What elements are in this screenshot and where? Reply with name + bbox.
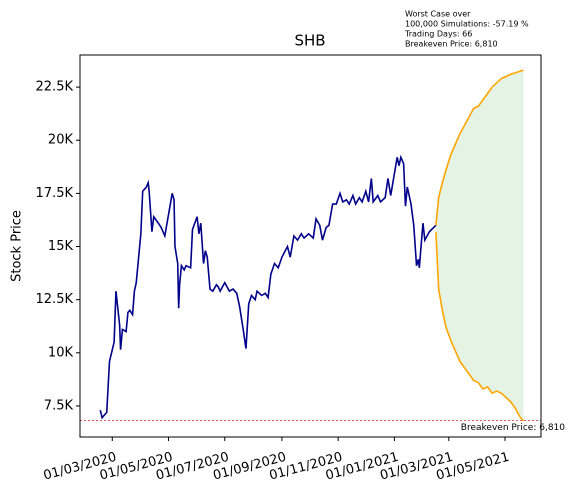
price-line	[435, 231, 525, 422]
price-line	[99, 154, 437, 420]
annotation: Trading Days: 66	[404, 30, 472, 39]
y-tick-label: 22.5K	[36, 80, 74, 95]
chart-title: SHB	[294, 32, 325, 50]
simulation-range	[435, 70, 524, 421]
annotation: Breakeven Price: 6,810	[405, 40, 498, 49]
price-line	[435, 69, 524, 226]
y-axis-label: Stock Price	[10, 210, 25, 282]
y-tick-label: 20K	[48, 133, 74, 148]
y-tick-label: 17.5K	[36, 186, 74, 201]
y-tick-label: 7.5K	[44, 398, 74, 413]
annotation: 100,000 Simulations: -57.19 %	[405, 20, 529, 29]
plot-frame	[79, 54, 542, 438]
y-tick-label: 10K	[48, 345, 74, 360]
y-tick-label: 15K	[48, 239, 74, 254]
annotation: Worst Case over	[405, 10, 471, 19]
breakeven-label: Breakeven Price: 6,810	[461, 423, 565, 433]
y-tick-label: 12.5K	[36, 292, 74, 307]
